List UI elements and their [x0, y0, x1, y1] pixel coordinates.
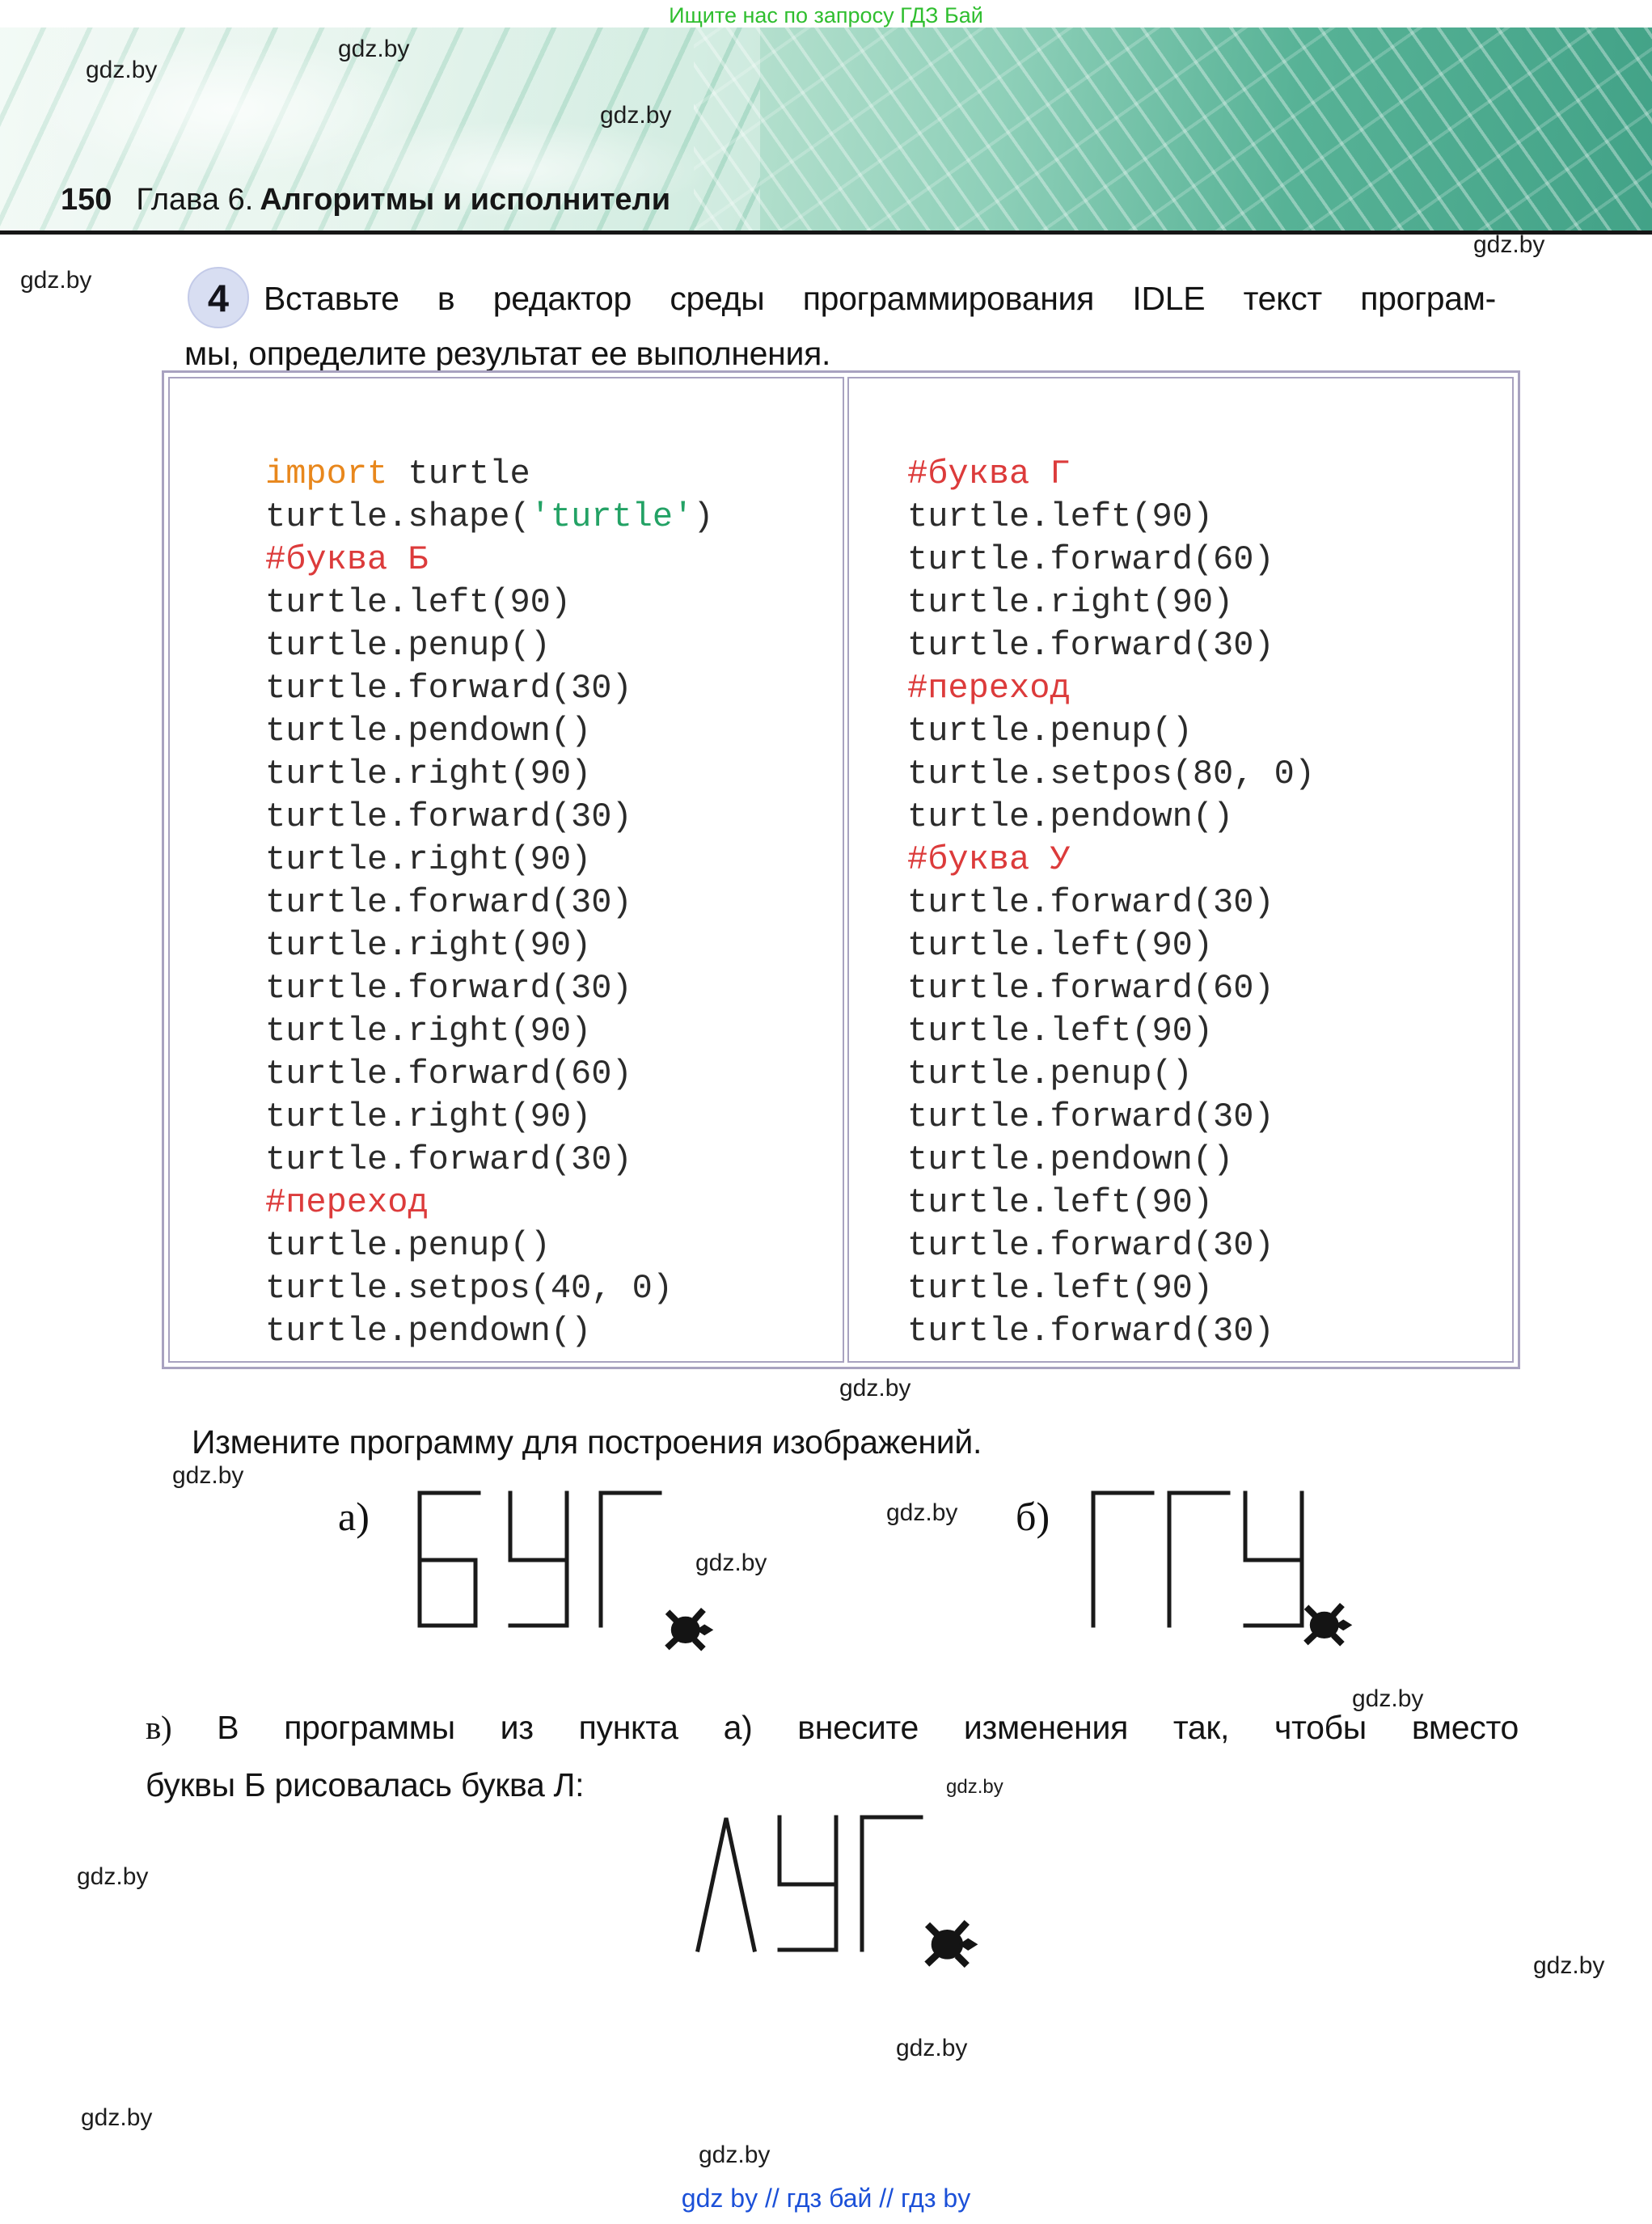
code-line: turtle.forward(60) — [265, 1055, 632, 1093]
code-line: turtle.left(90) — [907, 1012, 1214, 1051]
turtle-icon — [924, 1920, 978, 1968]
code-line: turtle.right(90) — [265, 926, 592, 965]
gdz-watermark: gdz.by — [20, 267, 92, 294]
code-line: turtle.pendown() — [265, 712, 592, 750]
gdz-watermark: gdz.by — [81, 2104, 153, 2131]
code-line: turtle.penup() — [907, 712, 1193, 750]
part-v-text-line1: в) В программы из пункта а) внесите изме… — [146, 1708, 1519, 1747]
code-line: turtle.forward(30) — [907, 626, 1274, 665]
chapter-prefix: Глава 6. — [136, 183, 254, 217]
task-text-line2: мы, определите результат ее выполнения. — [184, 335, 831, 372]
promo-banner-text: Ищите нас по запросу ГДЗ Бай — [669, 3, 983, 27]
code-listing-box: import turtle turtle.shape('turtle') #букв… — [162, 370, 1520, 1369]
code-line: turtle.penup() — [265, 626, 551, 665]
gdz-watermark: gdz.by — [886, 1499, 958, 1526]
code-line: turtle.left(90) — [907, 1269, 1214, 1308]
code-line: turtle.pendown() — [265, 1312, 592, 1351]
code-line: turtle.forward(30) — [907, 1097, 1274, 1136]
part-v-label: в) — [146, 1709, 172, 1746]
gdz-watermark: gdz.by — [699, 2142, 771, 2168]
letter-У-drawing — [508, 1490, 569, 1628]
chapter-header: 150 Глава 6. Алгоритмы и исполнители — [61, 183, 670, 218]
part-v-text: В программы из пункта а) внесите изменен… — [171, 1709, 1519, 1746]
turtle-icon — [1303, 1602, 1353, 1647]
code-line: turtle.forward(30) — [265, 1140, 632, 1179]
gdz-watermark: gdz.by — [1533, 1952, 1605, 1979]
letter-Г-drawing — [598, 1490, 662, 1628]
code-line: #переход — [265, 1183, 429, 1222]
code-line: #переход — [907, 669, 1071, 708]
gdz-watermark: gdz.by — [695, 1550, 767, 1576]
code-line: turtle.forward(30) — [907, 1226, 1274, 1265]
code-line: turtle.right(90) — [265, 1012, 592, 1051]
letter-Г-drawing — [1091, 1490, 1155, 1628]
code-line: turtle.forward(30) — [907, 1312, 1274, 1351]
turtle-icon — [665, 1607, 714, 1651]
code-line: turtle.right(90) — [907, 583, 1234, 622]
chapter-title: Алгоритмы и исполнители — [260, 183, 671, 217]
banner-texture-right — [694, 27, 1652, 230]
gdz-watermark: gdz.by — [86, 57, 158, 83]
letter-Б-drawing — [417, 1490, 481, 1628]
code-line: turtle.pendown() — [907, 1140, 1234, 1179]
code-column-right: #буква Г turtle.left(90) turtle.forward(60… — [847, 377, 1514, 1363]
part-a-label: а) — [338, 1494, 370, 1539]
gdz-watermark: gdz.by — [77, 1863, 149, 1890]
gdz-watermark: gdz.by — [338, 36, 410, 62]
banner-texture-left — [0, 27, 760, 230]
gdz-watermark: gdz.by — [946, 1776, 1003, 1798]
code-line: turtle.penup() — [265, 1226, 551, 1265]
code-line: turtle.shape('turtle') — [265, 497, 714, 536]
code-line: turtle.forward(30) — [265, 969, 632, 1008]
letter-Г-drawing — [1167, 1490, 1231, 1628]
task-number-badge: 4 — [188, 267, 249, 328]
drawing-a-bug — [416, 1490, 662, 1629]
code-line: turtle.right(90) — [265, 755, 592, 793]
page-number: 150 — [61, 183, 112, 217]
code-line: turtle.forward(60) — [907, 540, 1274, 579]
modify-instruction: Измените программу для построения изобра… — [192, 1423, 982, 1461]
code-line: turtle.forward(60) — [907, 969, 1274, 1008]
part-v-text-line2: буквы Б рисовалась буква Л: — [146, 1766, 585, 1803]
code-line: turtle.penup() — [907, 1055, 1193, 1093]
code-line: turtle.left(90) — [907, 1183, 1214, 1222]
letter-У-drawing — [777, 1815, 839, 1952]
code-line: #буква Б — [265, 540, 429, 579]
code-line: turtle.setpos(80, 0) — [907, 755, 1316, 793]
letter-Г-drawing — [860, 1815, 923, 1952]
code-line: turtle.right(90) — [265, 1097, 592, 1136]
code-line: turtle.left(90) — [907, 497, 1214, 536]
gdz-watermark: gdz.by — [172, 1462, 244, 1489]
drawing-v-lug — [694, 1814, 923, 1953]
code-line: turtle.pendown() — [907, 797, 1234, 836]
code-line: turtle.left(90) — [907, 926, 1214, 965]
part-b-label: б) — [1016, 1494, 1050, 1539]
task-text-line1: Вставьте в редактор среды программирован… — [264, 280, 1496, 317]
code-column-left: import turtle turtle.shape('turtle') #букв… — [168, 377, 844, 1363]
drawing-b-ggu — [1090, 1490, 1307, 1629]
code-line: turtle.setpos(40, 0) — [265, 1269, 674, 1308]
code-line: #буква У — [907, 840, 1071, 879]
letter-Л-drawing — [695, 1817, 757, 1952]
code-line: turtle.forward(30) — [265, 883, 632, 922]
code-line: turtle.left(90) — [265, 583, 572, 622]
code-line: turtle.forward(30) — [907, 883, 1274, 922]
gdz-watermark: gdz.by — [896, 2035, 968, 2061]
gdz-watermark: gdz.by — [1473, 231, 1545, 258]
letter-У-drawing — [1243, 1490, 1304, 1628]
gdz-watermark: gdz.by — [1352, 1685, 1424, 1712]
code-line: #буква Г — [907, 455, 1071, 493]
code-line: turtle.forward(30) — [265, 797, 632, 836]
code-line: turtle.forward(30) — [265, 669, 632, 708]
footer-links[interactable]: gdz by // гдз бай // гдз by — [681, 2184, 971, 2213]
code-line: import turtle — [265, 455, 530, 493]
chapter-banner: 150 Глава 6. Алгоритмы и исполнители — [0, 27, 1652, 235]
gdz-watermark: gdz.by — [600, 102, 672, 129]
gdz-watermark: gdz.by — [839, 1375, 911, 1402]
code-line: turtle.right(90) — [265, 840, 592, 879]
